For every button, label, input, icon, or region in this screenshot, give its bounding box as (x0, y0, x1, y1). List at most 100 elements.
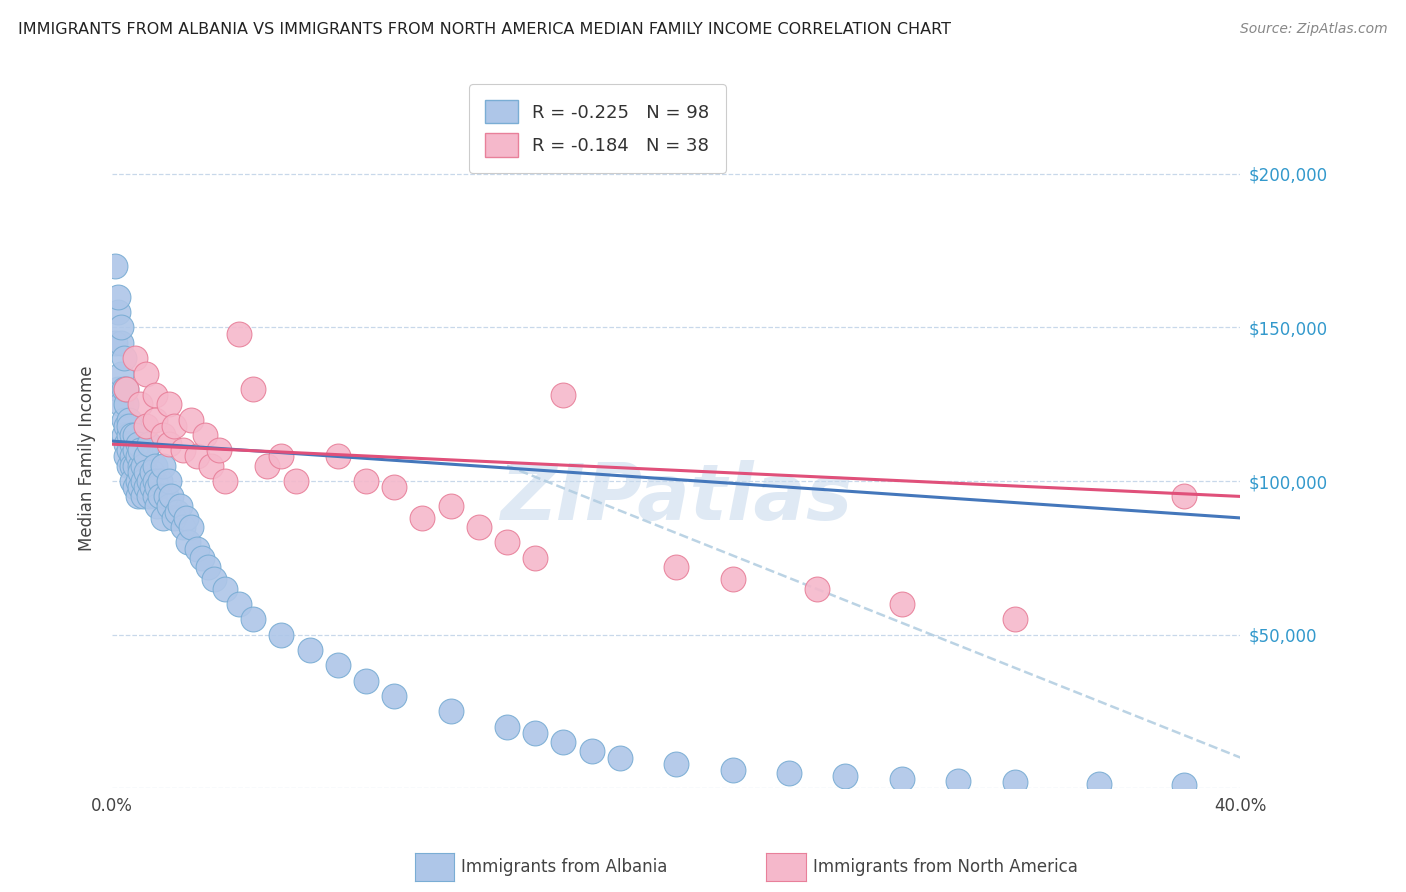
Point (107, 382, 129, 396)
Point (135, 465, 157, 479)
Point (157, 437, 180, 451)
Point (354, 474, 377, 488)
Point (440, 499, 463, 513)
Point (163, 511, 186, 525)
Point (127, 490, 149, 504)
Point (135, 418, 157, 433)
Point (155, 490, 177, 504)
Point (1173, 490, 1195, 504)
Point (665, 560, 688, 574)
Point (242, 612, 264, 626)
Point (890, 772, 912, 786)
Point (135, 367, 157, 381)
Point (180, 412, 202, 426)
Point (152, 428, 174, 442)
Point (143, 474, 166, 488)
Point (121, 437, 143, 451)
Point (129, 458, 152, 473)
Point (270, 627, 292, 641)
Point (834, 769, 856, 783)
Point (124, 443, 146, 458)
Point (890, 597, 912, 611)
Point (127, 474, 149, 488)
Point (143, 388, 166, 402)
Point (496, 720, 519, 734)
Point (157, 397, 180, 411)
Point (149, 490, 172, 504)
Point (138, 490, 160, 504)
Point (121, 458, 143, 473)
Point (163, 418, 186, 433)
Point (1004, 612, 1026, 626)
Point (121, 474, 143, 488)
Point (180, 520, 202, 534)
Point (127, 437, 149, 451)
Point (132, 458, 155, 473)
Point (112, 428, 135, 442)
Point (186, 450, 208, 464)
Point (124, 351, 146, 366)
Point (228, 597, 250, 611)
Point (115, 437, 138, 451)
Point (138, 437, 160, 451)
Point (806, 582, 828, 596)
Point (581, 744, 603, 758)
Point (132, 474, 155, 488)
Point (138, 474, 160, 488)
Point (152, 511, 174, 525)
Point (127, 450, 149, 464)
Point (326, 658, 349, 673)
Point (110, 335, 132, 350)
Point (468, 520, 491, 534)
Point (948, 773, 970, 788)
Point (141, 480, 163, 494)
Point (354, 673, 377, 688)
Point (169, 499, 191, 513)
Point (440, 705, 463, 719)
Point (129, 480, 152, 494)
Point (157, 474, 180, 488)
Point (172, 443, 194, 458)
Point (208, 443, 231, 458)
Point (1088, 776, 1111, 790)
Point (121, 428, 143, 442)
Point (609, 750, 631, 764)
Point (665, 756, 688, 771)
Point (191, 550, 214, 565)
Point (202, 572, 225, 586)
Point (1173, 778, 1195, 792)
Point (194, 428, 217, 442)
Point (186, 541, 208, 556)
Point (1004, 775, 1026, 789)
Point (110, 320, 132, 334)
Text: Immigrants from North America: Immigrants from North America (813, 858, 1077, 876)
Point (129, 465, 152, 479)
Point (115, 397, 138, 411)
Point (146, 480, 169, 494)
Point (721, 763, 744, 777)
Point (118, 443, 141, 458)
Y-axis label: Median Family Income: Median Family Income (79, 365, 96, 550)
Point (177, 535, 200, 549)
Point (129, 397, 152, 411)
Point (214, 582, 236, 596)
Point (107, 290, 129, 304)
Point (143, 412, 166, 426)
Point (256, 458, 278, 473)
Point (132, 490, 155, 504)
Point (104, 259, 127, 273)
Point (553, 735, 575, 749)
Legend: R = -0.225   N = 98, R = -0.184   N = 38: R = -0.225 N = 98, R = -0.184 N = 38 (470, 84, 725, 173)
Point (143, 458, 166, 473)
Point (214, 474, 236, 488)
Point (146, 499, 169, 513)
Point (129, 443, 152, 458)
Point (166, 505, 188, 519)
Point (118, 418, 141, 433)
Point (778, 765, 800, 780)
Point (135, 480, 157, 494)
Point (270, 450, 292, 464)
Point (124, 480, 146, 494)
Point (124, 458, 146, 473)
Point (112, 382, 135, 396)
